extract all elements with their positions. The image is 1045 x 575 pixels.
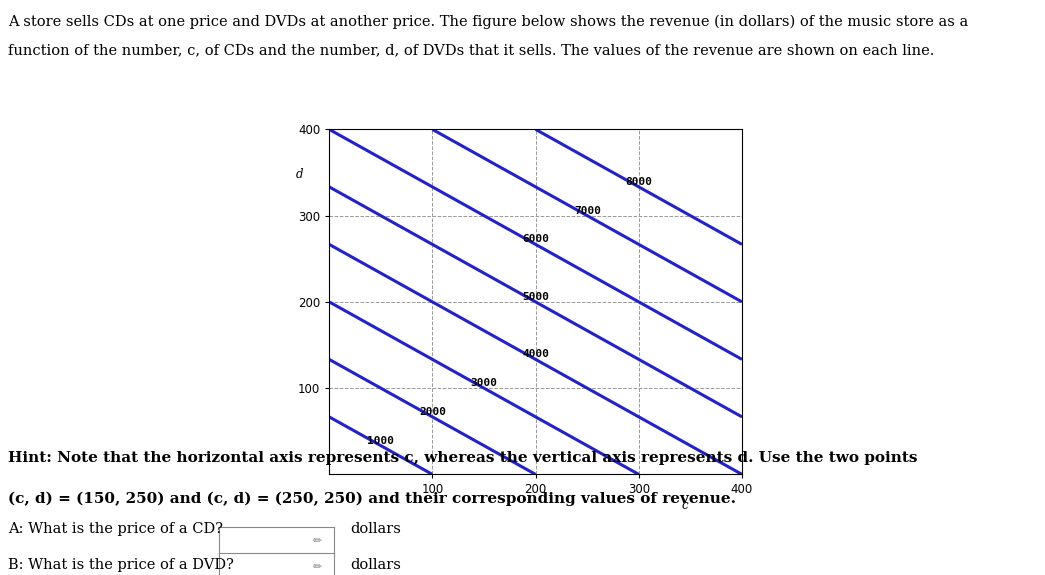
Text: (c, d) = (150, 250) and (c, d) = (250, 250) and their corresponding values of re: (c, d) = (150, 250) and (c, d) = (250, 2…	[8, 492, 737, 506]
Text: 3000: 3000	[470, 378, 497, 388]
Text: A store sells CDs at one price and DVDs at another price. The figure below shows: A store sells CDs at one price and DVDs …	[8, 14, 969, 29]
Text: 1000: 1000	[367, 436, 394, 446]
Text: d: d	[296, 168, 304, 181]
Text: 8000: 8000	[625, 177, 652, 187]
Text: 6000: 6000	[522, 235, 550, 244]
Text: A: What is the price of a CD?: A: What is the price of a CD?	[8, 522, 224, 536]
Text: B: What is the price of a DVD?: B: What is the price of a DVD?	[8, 558, 234, 572]
Text: 5000: 5000	[522, 292, 550, 302]
Text: dollars: dollars	[350, 522, 401, 536]
Text: 7000: 7000	[574, 206, 601, 216]
Text: c: c	[681, 499, 689, 512]
Text: 4000: 4000	[522, 350, 550, 359]
Text: dollars: dollars	[350, 558, 401, 572]
Text: function of the number, c, of CDs and the number, d, of DVDs that it sells. The : function of the number, c, of CDs and th…	[8, 43, 934, 57]
Text: ✏: ✏	[312, 536, 322, 546]
Text: 2000: 2000	[419, 407, 446, 417]
Text: ✏: ✏	[312, 562, 322, 572]
Text: Hint: Note that the horizontal axis represents c, whereas the vertical axis repr: Hint: Note that the horizontal axis repr…	[8, 451, 918, 465]
